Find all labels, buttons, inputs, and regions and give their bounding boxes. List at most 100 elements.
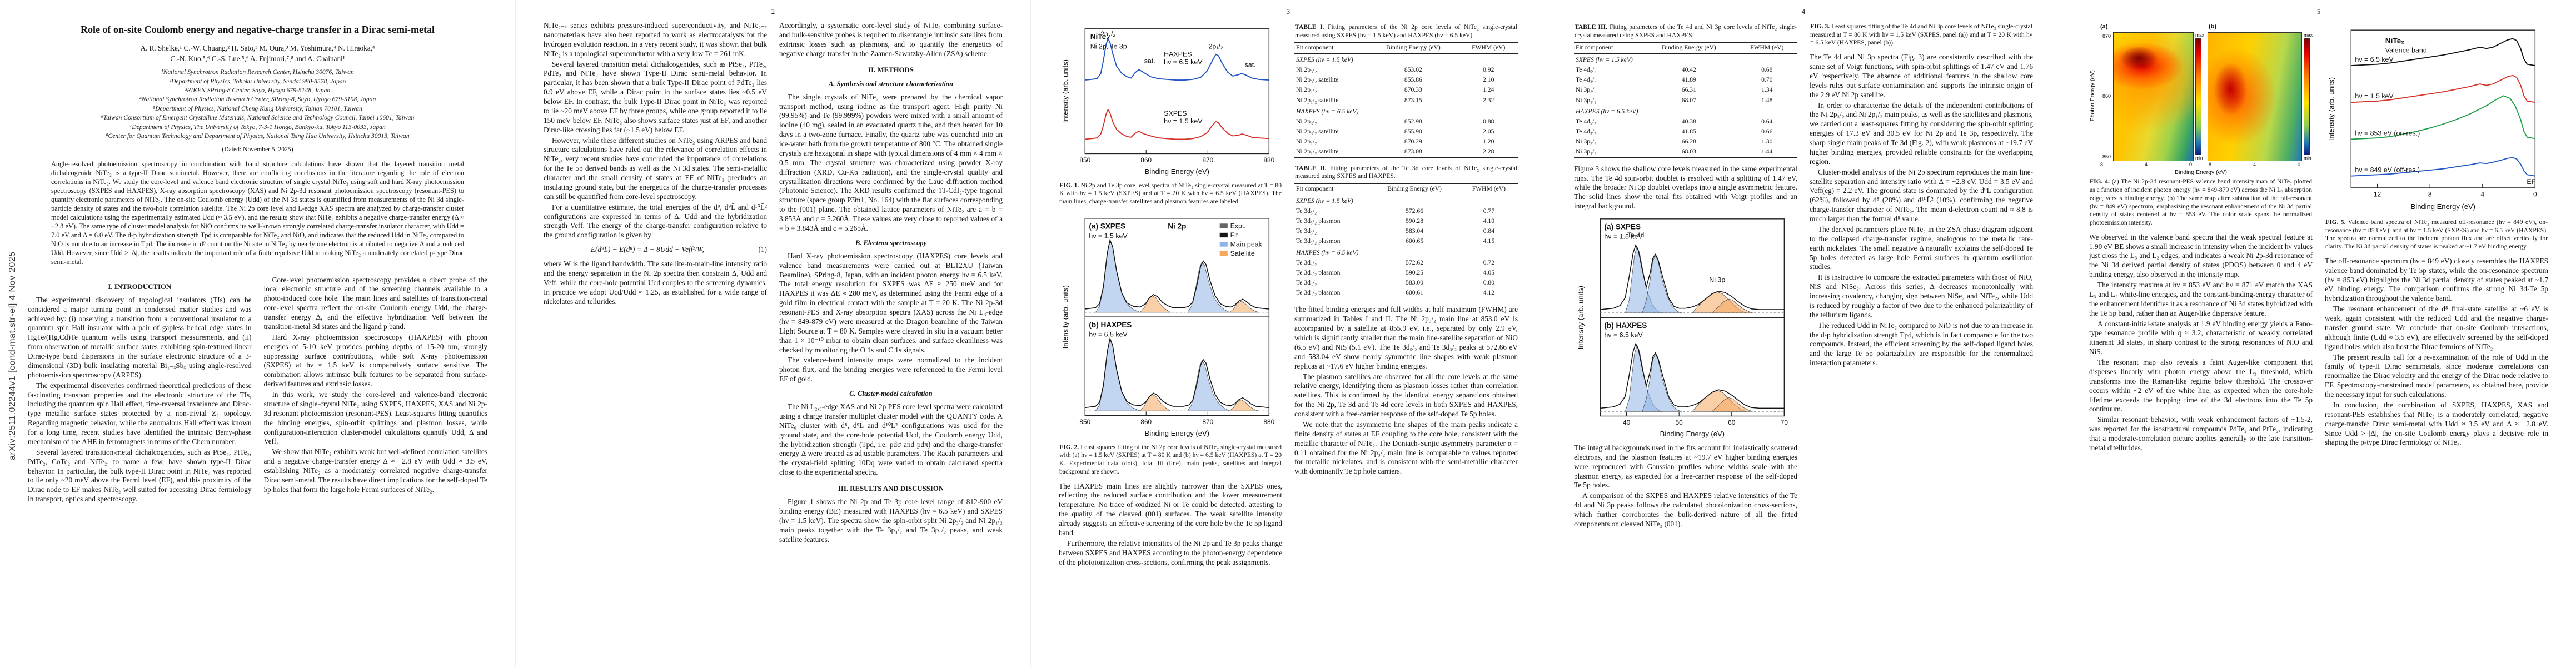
table-3: Fit component Binding Energy (eV) FWHM (…: [1574, 42, 1797, 158]
table-cell: SXPES (hν = 1.5 keV): [1296, 56, 1353, 64]
table-row: HAXPES (hν = 6.5 keV): [1294, 247, 1518, 258]
table2-caption-text: Fitting parameters of the Te 3d core lev…: [1295, 164, 1517, 180]
fig2-xtick: 850: [1079, 418, 1090, 426]
table1-header: Fit component: [1294, 42, 1368, 54]
fig2-xtick: 870: [1203, 418, 1214, 426]
table-cell: 873.08: [1367, 147, 1459, 158]
page1-col-left: I. INTRODUCTION The experimental discove…: [28, 276, 252, 653]
table-cell: 40.38: [1681, 118, 1696, 126]
fig1-satellite-label-2: sat.: [1245, 61, 1256, 68]
table-row: Ni 3p₁/₂ 68.03 1.44: [1574, 147, 1797, 158]
table-cell: 1.24: [1483, 86, 1494, 94]
table-row: Ni 2p₁/₂ satellite 873.08 2.28: [1294, 147, 1518, 158]
fig4-xtick: 0: [2189, 161, 2192, 167]
table-cell: Ni 2p₃/₂ satellite: [1296, 128, 1339, 136]
dated-line: (Dated: November 5, 2025): [222, 145, 293, 153]
fig2-caption: FIG. 2. Least squares fitting of the Ni …: [1059, 444, 1282, 476]
fig2-legend-satellite: Satellite: [1230, 250, 1255, 257]
table-cell: 4.10: [1483, 217, 1494, 225]
fig5-xtick: 0: [2533, 190, 2537, 198]
table-cell: Ni 2p₃/₂: [1296, 66, 1317, 74]
paragraph: The reduced Udd in NiTe₂ compared to NiO…: [1810, 321, 2033, 367]
fig1-peak-label-2p12: 2p₁/₂: [1208, 42, 1223, 50]
paragraph: Cluster-model analysis of the Ni 2p spec…: [1810, 167, 2033, 223]
affiliations: ¹National Synchrotron Radiation Research…: [28, 68, 487, 141]
fig2a-hv-label: hν = 1.5 keV: [1089, 232, 1128, 240]
fig4-xtick: 4: [2253, 161, 2256, 167]
table-cell: Te 4d₃/₂: [1576, 76, 1597, 84]
table-cell: 590.28: [1406, 217, 1424, 225]
page4-col-right: FIG. 3. Least squares fitting of the Te …: [1810, 21, 2033, 653]
table-cell: 0.77: [1483, 207, 1494, 215]
subsection-heading-cluster-model: C. Cluster-model calculation: [849, 390, 933, 398]
paragraph: A constant-initial-state analysis at 1.9…: [2089, 319, 2313, 356]
table1-header: Binding Energy (eV): [1367, 42, 1459, 54]
affiliation: ³RIKEN SPring-8 Center, Sayo, Hyogo 679-…: [185, 87, 331, 94]
fig5-haxpes-curve: [2351, 38, 2535, 66]
paragraph: We observed in the valence band spectra …: [2089, 232, 2313, 279]
table-cell: 870.29: [1404, 138, 1422, 146]
fig3a-hv-label: hν = 1.5 keV: [1604, 232, 1643, 240]
page-number: 2: [771, 8, 775, 16]
fig3a-panel-label: (a) SXPES: [1604, 223, 1641, 231]
page-4: 4 TABLE III. Fitting parameters of the T…: [1546, 0, 2061, 667]
fig5-fermi-level-label: EF: [2527, 178, 2535, 186]
table-cell: 590.25: [1406, 268, 1424, 276]
paragraph: The valence-band intensity maps were nor…: [779, 356, 1003, 384]
fig5-legend-on-res: hν = 853 eV (on-res.): [2355, 129, 2420, 137]
fig4-panel-b: (b) max min 8 4: [2208, 23, 2313, 168]
paragraph: Accordingly, a systematic core-level stu…: [779, 21, 1003, 58]
fig3-x-axis: 40 50 60 70 Binding Energy (eV): [1623, 412, 1788, 438]
paragraph: It is instructive to compare the extract…: [1810, 273, 2033, 319]
table-cell: Ni 2p₁/₂: [1296, 86, 1317, 94]
table-cell: Te 4d₃/₂: [1576, 128, 1597, 136]
page-number: 4: [1801, 8, 1806, 16]
page2-columns: NiTe₂₋ₓ series exhibits pressure-induced…: [544, 21, 1003, 653]
paragraph: We show that NiTe₂ exhibits weak but wel…: [263, 447, 488, 494]
table-row: Ni 2p₃/₂ 853.02 0.92: [1294, 66, 1518, 76]
fig5-legend-off-res: hν = 849 eV (off-res.): [2355, 166, 2420, 174]
affiliation: ⁷Department of Physics, The University o…: [129, 123, 386, 131]
table2-header: Binding Energy (eV): [1369, 183, 1460, 195]
table-cell: Ni 2p₁/₂ satellite: [1294, 147, 1368, 158]
abstract: Angle-resolved photoemission spectroscop…: [51, 160, 464, 266]
table-cell: 1.44: [1736, 147, 1797, 158]
page4-columns: TABLE III. Fitting parameters of the Te …: [1574, 21, 2033, 653]
paragraph: For a quantitative estimate, the total e…: [544, 202, 767, 240]
fig2-legend: Expt. Fit Main peak Satellite: [1219, 222, 1263, 257]
table-row: Te 3d₃/₂ plasmon 600.65 4.15: [1294, 237, 1518, 247]
fig3-xtick: 70: [1781, 419, 1788, 426]
table-row: SXPES (hν = 1.5 keV): [1294, 54, 1518, 66]
fig5-xlabel: Binding Energy (eV): [2411, 202, 2475, 211]
table-cell: Ni 3p₁/₂: [1576, 96, 1597, 104]
table-cell: Te 3d₃/₂ plasmon: [1294, 288, 1369, 299]
paragraph: The resonant enhancement of the d⁸ final…: [2325, 305, 2548, 351]
fig1-region-label: Ni 2p, Te 3p: [1090, 42, 1127, 50]
fig4b-colorbar: [2303, 38, 2310, 156]
paragraph: The experimental discovery of topologica…: [28, 295, 252, 379]
fig2b-main-peak-2: [1187, 360, 1230, 411]
table-cell: 0.66: [1761, 128, 1773, 136]
table-1: Fit component Binding Energy (eV) FWHM (…: [1294, 42, 1518, 158]
paragraph: The off-resonance spectrum (hν = 849 eV)…: [2325, 256, 2548, 303]
fig4b-heatmap: [2208, 32, 2302, 161]
fig2b-hv-label: hν = 6.5 keV: [1089, 331, 1128, 339]
fig5-xtick: 4: [2480, 190, 2484, 198]
fig2b-panel-label: (b) HAXPES: [1089, 321, 1132, 329]
page-2: 2 NiTe₂₋ₓ series exhibits pressure-induc…: [515, 0, 1030, 667]
legend-swatch-fit: [1219, 232, 1228, 238]
table-row: Te 3d₅/₂ 572.66 0.77: [1294, 206, 1518, 216]
legend-swatch-satellite: [1219, 251, 1228, 256]
table-cell: 0.68: [1761, 66, 1773, 74]
paragraph: Hard X-ray photoemission spectroscopy (H…: [263, 332, 488, 389]
table-cell: Te 4d₅/₂: [1576, 66, 1597, 74]
table-cell: 68.03: [1641, 147, 1737, 158]
table-cell: 68.07: [1681, 96, 1696, 104]
table1-caption: TABLE I. Fitting parameters of the Ni 2p…: [1295, 23, 1517, 39]
table-cell: HAXPES (hν = 6.5 keV): [1576, 107, 1638, 115]
table-cell: Te 3d₅/₂ plasmon: [1296, 217, 1341, 225]
fig3a-ni3p-peak-2: [1711, 298, 1753, 313]
fig1-satellite-label-1: sat.: [1144, 57, 1155, 64]
fig5-ylabel: Intensity (arb. units): [2328, 77, 2336, 141]
fig4-caption-label: FIG. 4.: [2090, 178, 2110, 186]
